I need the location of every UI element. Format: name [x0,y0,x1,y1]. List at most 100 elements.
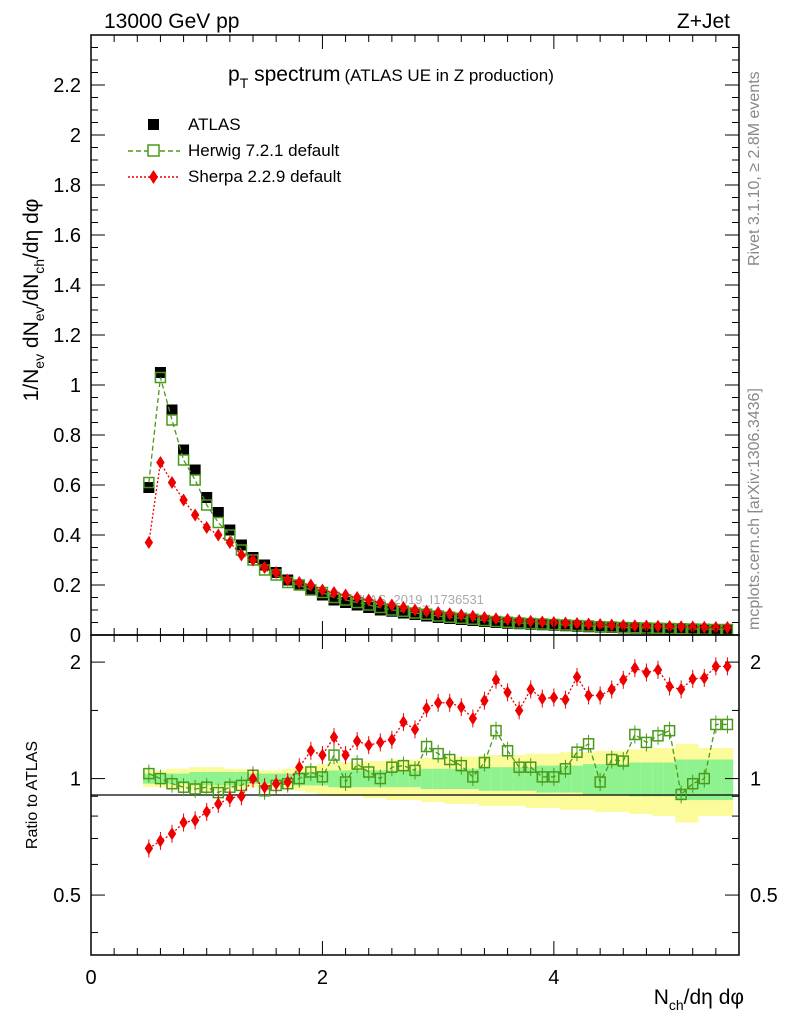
sherpa-ratio-point [711,659,721,673]
sherpa-point [329,586,339,599]
x-tick-label: 2 [317,967,328,989]
sherpa-ratio-point [572,670,582,684]
sherpa-ratio-point [619,673,628,687]
sherpa-point [619,619,628,632]
sherpa-point [364,593,373,607]
ratio-band-inner [617,764,630,795]
sherpa-point [642,619,651,633]
sherpa-point [318,583,327,597]
sherpa-ratio-point [514,703,524,717]
main-y-tick-label: 1.8 [53,175,81,197]
ratio-y-tick-label-right: 1 [750,769,761,791]
legend-item-sherpa: Sherpa 2.2.9 default [128,167,341,186]
ratio-y-tick-label-right: 0.5 [750,885,778,907]
ratio-panel: 0.5 0.5 1 1 2 2 0 2 4 [53,35,778,989]
sherpa-point [676,620,686,634]
legend-label-herwig: Herwig 7.2.1 default [188,141,339,160]
main-y-tick-label: 1.6 [53,225,81,247]
herwig-ratio-point [548,771,560,783]
main-y-axis-label: 1/Nev dNev/dNch/dη dφ [20,199,47,402]
ratio-band-inner [443,768,456,789]
ratio-band-inner [571,765,583,793]
ratio-band-inner [328,770,340,788]
sherpa-ratio-point [595,688,605,702]
herwig-ratio-point [154,772,167,785]
sherpa-ratio-point [329,730,339,744]
herwig-ratio-point [571,746,583,758]
sherpa-ratio-point [526,682,535,696]
sherpa-ratio-point [352,734,362,748]
sherpa-ratio-point [665,679,674,693]
sherpa-ratio-point [642,665,651,679]
main-y-tick-label: 2 [70,125,81,147]
ratio-band-inner [397,770,410,788]
ratio-y-tick-label-right: 2 [750,652,761,674]
legend-label-sherpa: Sherpa 2.2.9 default [188,167,341,186]
sherpa-ratio-point [341,748,350,762]
herwig-point [143,476,155,489]
sherpa-point [156,456,165,469]
herwig-ratio-point [362,766,375,778]
main-series-line-1 [148,377,728,631]
sherpa-point [237,548,246,562]
sherpa-point [653,619,663,633]
sherpa-ratio-point [167,827,177,841]
sherpa-point [260,561,269,574]
sherpa-point [144,536,154,549]
legend: ATLAS Herwig 7.2.1 default Sherpa 2.2.9 … [128,115,341,186]
main-series-layer [143,367,734,636]
ratio-band-inner [582,764,595,795]
herwig-point [200,499,213,511]
sherpa-ratio-point [190,813,200,827]
sherpa-point [422,604,431,618]
herwig-ratio-point [339,776,352,788]
sherpa-ratio-point [676,682,686,696]
herwig-ratio-point [698,772,711,785]
herwig-ratio-point [374,772,387,785]
sherpa-point [179,493,188,507]
sherpa-point [202,521,211,534]
energy-label: 13000 GeV pp [104,10,239,33]
herwig-ratio-point [501,745,514,757]
sherpa-point [526,614,535,628]
legend-marker-herwig [147,144,160,157]
chart-title: pT spectrum (ATLAS UE in Z production) [228,63,554,91]
ratio-band-inner [386,770,398,788]
legend-label-atlas: ATLAS [188,115,241,134]
herwig-ratio-point [351,758,363,770]
herwig-ratio-point [524,761,537,773]
title-rest: spectrum [248,63,340,86]
herwig-ratio-point [200,781,213,793]
ratio-band-inner [478,767,491,791]
legend-marker-sherpa [149,170,158,184]
ratio-y-ticks: 0.5 0.5 1 1 2 2 [53,652,778,934]
sherpa-ratio-point [433,696,443,710]
ratio-band-inner [351,770,363,788]
herwig-ratio-point [432,747,444,760]
sherpa-point [283,573,292,587]
sherpa-point [711,621,721,634]
herwig-ratio-point [443,753,456,766]
sherpa-ratio-point [306,744,316,758]
ratio-y-tick-label: 1 [70,769,81,791]
ratio-band-inner [432,768,444,789]
sherpa-point [480,611,489,624]
main-y-tick-label: 1.2 [53,325,81,347]
ratio-band-inner [605,764,618,795]
sherpa-point [665,620,674,633]
atlas-point [212,507,224,518]
sherpa-point [723,621,732,634]
atlas-point [374,604,386,616]
herwig-ratio-point [386,761,398,773]
ratio-band-inner [455,768,468,789]
sherpa-point [399,601,408,614]
sherpa-point [271,566,281,579]
herwig-point [189,474,201,486]
sherpa-ratio-point [422,701,431,715]
herwig-ratio-point [143,767,155,780]
process-label: Z+Jet [677,10,730,33]
herwig-ratio-point [594,776,606,788]
legend-marker-atlas [148,119,159,130]
sherpa-ratio-point [688,672,697,686]
